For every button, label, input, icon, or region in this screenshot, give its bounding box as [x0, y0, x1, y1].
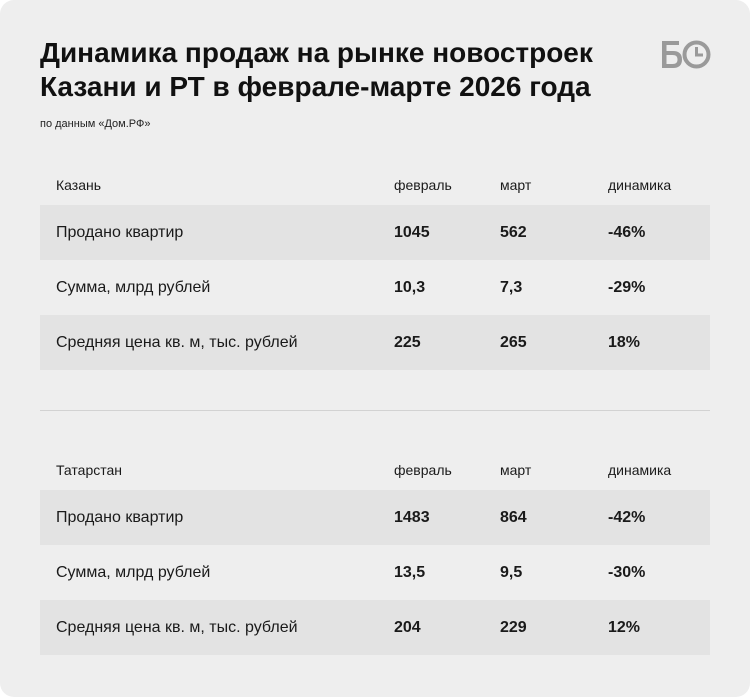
header-february: февраль	[394, 462, 452, 478]
title-line-1: Динамика продаж на рынке новостроек	[40, 37, 593, 68]
dynamics-value: 18%	[608, 333, 641, 351]
dynamics-value: -46%	[608, 223, 646, 241]
dynamics-value: -42%	[608, 508, 646, 526]
march-value: 9,5	[500, 563, 523, 581]
row-label: Средняя цена кв. м, тыс. рублей	[56, 618, 298, 636]
dynamics-value: -29%	[608, 278, 646, 296]
february-value: 10,3	[394, 278, 426, 296]
bo-logo: БО	[660, 38, 712, 70]
row-label: Сумма, млрд рублей	[56, 563, 211, 581]
february-value: 1483	[394, 508, 430, 526]
table-row: Сумма, млрд рублей 10,3 7,3 -29%	[40, 260, 710, 315]
table-row: Средняя цена кв. м, тыс. рублей 204 229 …	[40, 600, 710, 655]
row-label: Продано квартир	[56, 223, 184, 241]
section-divider	[40, 410, 710, 411]
march-value: 864	[500, 508, 527, 526]
february-value: 1045	[394, 223, 430, 241]
tatarstan-table: Татарстан февраль март динамика Продано …	[40, 450, 710, 655]
march-value: 229	[500, 618, 527, 636]
page-title: Динамика продаж на рынке новостроек Каза…	[40, 36, 640, 104]
march-value: 265	[500, 333, 527, 351]
header-february: февраль	[394, 177, 452, 193]
header-march: март	[500, 177, 532, 193]
header-dynamics: динамика	[608, 177, 672, 193]
header-dynamics: динамика	[608, 462, 672, 478]
header-region: Татарстан	[56, 462, 123, 478]
february-value: 13,5	[394, 563, 426, 581]
table-header: Татарстан февраль март динамика	[40, 450, 710, 490]
bo-logo-icon	[662, 40, 711, 69]
table-row: Продано квартир 1483 864 -42%	[40, 490, 710, 545]
dynamics-value: 12%	[608, 618, 641, 636]
row-label: Продано квартир	[56, 508, 184, 526]
title-line-2: Казани и РТ в феврале-марте 2026 года	[40, 71, 591, 102]
table-header: Казань февраль март динамика	[40, 165, 710, 205]
source-note: по данным «Дом.РФ»	[40, 118, 151, 130]
table-row: Сумма, млрд рублей 13,5 9,5 -30%	[40, 545, 710, 600]
february-value: 225	[394, 333, 421, 351]
february-value: 204	[394, 618, 421, 636]
logo-text: БО	[712, 38, 713, 39]
header-march: март	[500, 462, 532, 478]
row-label: Сумма, млрд рублей	[56, 278, 211, 296]
march-value: 562	[500, 223, 527, 241]
table-row: Продано квартир 1045 562 -46%	[40, 205, 710, 260]
dynamics-value: -30%	[608, 563, 646, 581]
row-label: Средняя цена кв. м, тыс. рублей	[56, 333, 298, 351]
table-row: Средняя цена кв. м, тыс. рублей 225 265 …	[40, 315, 710, 370]
kazan-table: Казань февраль март динамика Продано ква…	[40, 165, 710, 370]
march-value: 7,3	[500, 278, 523, 296]
header-region: Казань	[56, 177, 102, 193]
